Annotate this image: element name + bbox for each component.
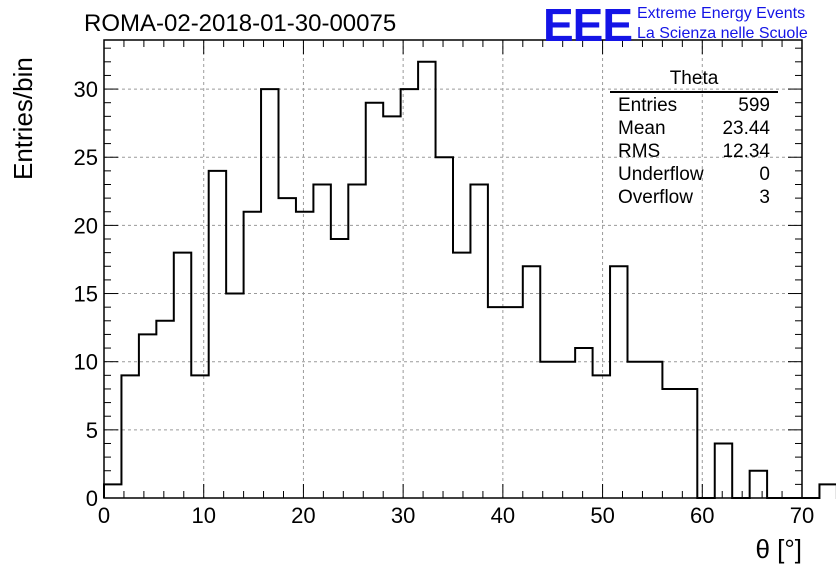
y-tick-label: 25 xyxy=(74,145,98,170)
x-tick-label: 60 xyxy=(690,503,714,528)
stats-row-overflow: Overflow 3 xyxy=(610,186,778,209)
stats-label: Mean xyxy=(618,118,666,139)
chart-title: ROMA-02-2018-01-30-00075 xyxy=(84,10,397,37)
stats-row-entries: Entries 599 xyxy=(610,94,778,117)
x-tick-label: 40 xyxy=(491,503,515,528)
y-tick-label: 5 xyxy=(86,418,98,443)
stats-label: Overflow xyxy=(618,187,693,208)
stats-row-mean: Mean 23.44 xyxy=(610,117,778,140)
y-tick-label: 0 xyxy=(86,486,98,511)
y-tick-label: 30 xyxy=(74,77,98,102)
histogram-outline xyxy=(103,60,836,499)
stats-title: Theta xyxy=(610,68,778,93)
stats-value: 3 xyxy=(759,187,770,208)
stats-row-underflow: Underflow 0 xyxy=(610,163,778,186)
x-tick-label: 0 xyxy=(98,503,110,528)
x-tick-label: 70 xyxy=(790,503,814,528)
x-axis-label: θ [°] xyxy=(755,534,802,564)
stats-box: Theta Entries 599 Mean 23.44 RMS 12.34 U… xyxy=(610,68,778,209)
eee-logo: EEE xyxy=(543,0,633,51)
plot-border xyxy=(103,39,803,499)
stats-value: 0 xyxy=(759,164,770,185)
y-tick-label: 20 xyxy=(74,213,98,238)
x-tick-label: 20 xyxy=(291,503,315,528)
y-tick-label: 10 xyxy=(74,350,98,375)
stats-value: 23.44 xyxy=(722,118,770,139)
stats-label: Underflow xyxy=(618,164,704,185)
stats-label: Entries xyxy=(618,95,678,116)
logo-line-2: La Scienza nelle Scuole xyxy=(637,25,808,42)
plot-frame xyxy=(103,39,803,499)
x-tick-label: 30 xyxy=(391,503,415,528)
y-axis-label: Entries/bin xyxy=(8,57,38,180)
stats-value: 12.34 xyxy=(722,141,770,162)
x-axis-ticks: 0 10 20 30 40 50 60 70 xyxy=(98,40,814,528)
y-axis-label-wrap: Entries/bin xyxy=(8,57,38,182)
stats-value: 599 xyxy=(738,95,770,116)
y-tick-label: 15 xyxy=(74,282,98,307)
x-tick-label: 50 xyxy=(590,503,614,528)
logo-line-1: Extreme Energy Events xyxy=(637,5,806,22)
histogram-line xyxy=(103,60,836,499)
logo-text: Extreme Energy Events La Scienza nelle S… xyxy=(637,4,808,44)
stats-row-rms: RMS 12.34 xyxy=(610,140,778,163)
x-tick-label: 10 xyxy=(191,503,215,528)
stats-label: RMS xyxy=(618,141,661,162)
